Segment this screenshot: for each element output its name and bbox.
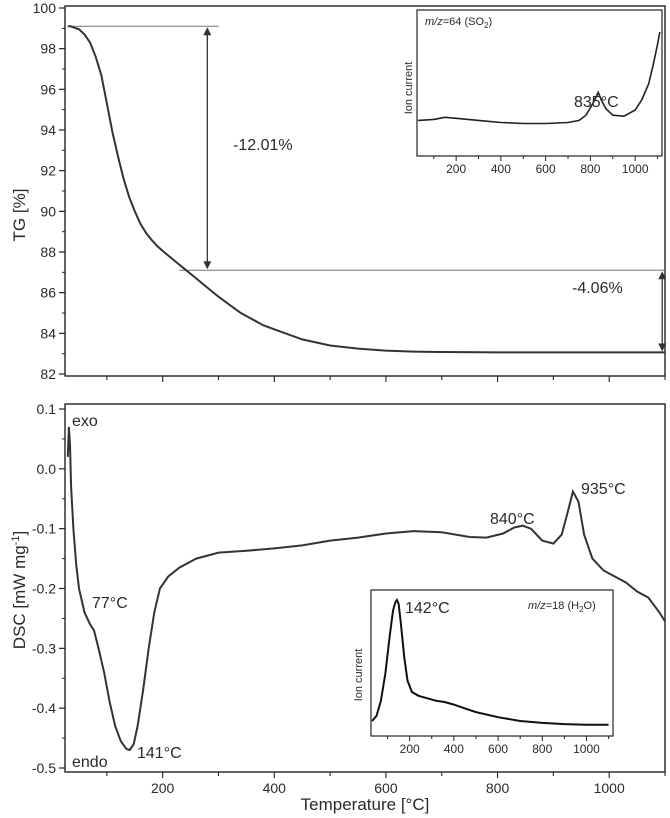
dsc-series-line — [66, 426, 666, 752]
tg-y-tick-label: 84 — [40, 325, 56, 341]
dsc-peak-840: 840°C — [490, 511, 535, 528]
dsc-peak-141: 141°C — [137, 745, 182, 762]
tg-y-axis-label: TG [%] — [10, 189, 29, 242]
h2o-series-line — [371, 597, 609, 726]
h2o-title-italic: m/z — [528, 600, 546, 612]
tg-panel: 82 84 86 88 90 92 94 96 98 100 -12.01% -4.06% TG … — [10, 0, 667, 382]
tg-series-line — [67, 25, 665, 354]
h2o-title-sub: 2 — [579, 605, 584, 614]
h2o-x-tick-label: 1000 — [573, 742, 600, 756]
h2o-inset-frame — [370, 589, 614, 737]
tg-y-tick-label: 88 — [40, 244, 56, 260]
dsc-peak-935: 935°C — [581, 481, 626, 498]
tg-mass-loss-2: -4.06% — [572, 280, 623, 297]
so2-title-sub: 2 — [484, 21, 489, 30]
dsc-y-axis-label: DSC [mW mg-1] — [10, 531, 29, 649]
dsc-y-ticks: -0.5 -0.4 -0.3 -0.2 -0.1 0.0 0.1 — [32, 401, 65, 776]
so2-title-italic: m/z — [425, 16, 443, 28]
tg-arrow-head-up — [658, 271, 667, 280]
tg-y-tick-label: 96 — [40, 81, 56, 97]
so2-peak-label: 835°C — [574, 94, 619, 111]
h2o-peak-label: 142°C — [405, 600, 450, 617]
so2-inset: 200 400 600 800 1000 m/z=64 (SO2) Ion curren… — [403, 9, 663, 176]
tg-arrows — [203, 27, 667, 352]
dsc-panel: -0.5 -0.4 -0.3 -0.2 -0.1 0.0 0.1 200 400 600 800 1… — [10, 401, 666, 814]
dsc-x-tick-label: 800 — [486, 780, 510, 796]
h2o-title-end: O) — [584, 600, 596, 612]
tg-arrow-head-down — [203, 261, 212, 270]
tg-y-tick-label: 90 — [40, 203, 56, 219]
tg-y-tick-label: 82 — [40, 366, 56, 382]
h2o-x-tick-label: 800 — [532, 742, 552, 756]
so2-x-ticks: 200 400 600 800 1000 — [433, 156, 659, 176]
dsc-y-tick-label: -0.5 — [32, 760, 56, 776]
dsc-x-axis-label: Temperature [°C] — [301, 795, 430, 814]
so2-x-tick-label: 400 — [491, 162, 511, 176]
dsc-ylabel-end: ] — [10, 531, 29, 536]
h2o-y-axis-label: Ion current — [353, 649, 365, 702]
so2-inset-frame — [416, 9, 663, 157]
so2-x-tick-label: 1000 — [622, 162, 649, 176]
tg-y-tick-label: 98 — [40, 41, 56, 57]
dsc-peak-77: 77°C — [92, 595, 128, 612]
h2o-inset-title: m/z=18 (H2O) — [528, 600, 596, 614]
h2o-x-tick-label: 400 — [444, 742, 464, 756]
dsc-x-tick-label: 1000 — [594, 780, 625, 796]
dsc-exo-label: exo — [72, 413, 98, 430]
dsc-x-tick-label: 400 — [263, 780, 287, 796]
dsc-y-tick-label: -0.2 — [32, 581, 56, 597]
tg-y-tick-label: 100 — [33, 0, 57, 16]
dsc-x-ticks: 200 400 600 800 1000 — [106, 772, 666, 796]
tg-x-ticks — [106, 376, 666, 382]
h2o-x-ticks: 200 400 600 800 1000 — [387, 736, 610, 756]
so2-series-line — [418, 31, 661, 125]
so2-title-rest: =64 (SO — [443, 16, 485, 28]
so2-title-end: ) — [488, 16, 492, 28]
tg-arrow-head-down — [658, 343, 667, 352]
h2o-x-tick-label: 600 — [488, 742, 508, 756]
tg-arrow-head-up — [203, 27, 212, 36]
dsc-ylabel-main: DSC [mW mg — [10, 545, 29, 649]
dsc-y-tick-label: -0.3 — [32, 640, 56, 656]
dsc-y-tick-label: 0.1 — [37, 401, 57, 417]
dsc-y-tick-label: -0.4 — [32, 700, 56, 716]
dsc-y-tick-label: -0.1 — [32, 521, 56, 537]
h2o-x-tick-label: 200 — [400, 742, 420, 756]
h2o-title-rest: =18 (H — [546, 600, 579, 612]
tg-reference-lines — [67, 25, 665, 271]
dsc-x-tick-label: 600 — [374, 780, 398, 796]
tg-y-tick-label: 94 — [40, 122, 56, 138]
so2-x-tick-label: 200 — [446, 162, 466, 176]
h2o-inset: 200 400 600 800 1000 m/z=18 (H2O) Ion curren… — [353, 589, 614, 756]
so2-inset-title: m/z=64 (SO2) — [425, 16, 492, 30]
so2-x-tick-label: 800 — [580, 162, 600, 176]
dsc-endo-label: endo — [72, 754, 108, 771]
tg-y-tick-label: 86 — [40, 285, 56, 301]
so2-x-tick-label: 600 — [536, 162, 556, 176]
tg-y-ticks: 82 84 86 88 90 92 94 96 98 100 — [33, 0, 65, 382]
tg-y-tick-label: 92 — [40, 163, 56, 179]
so2-y-axis-label: Ion current — [403, 62, 415, 115]
dsc-x-tick-label: 200 — [151, 780, 175, 796]
dsc-y-tick-label: 0.0 — [37, 461, 57, 477]
tg-mass-loss-1: -12.01% — [233, 137, 293, 154]
dsc-ylabel-sup: -1 — [10, 536, 22, 546]
